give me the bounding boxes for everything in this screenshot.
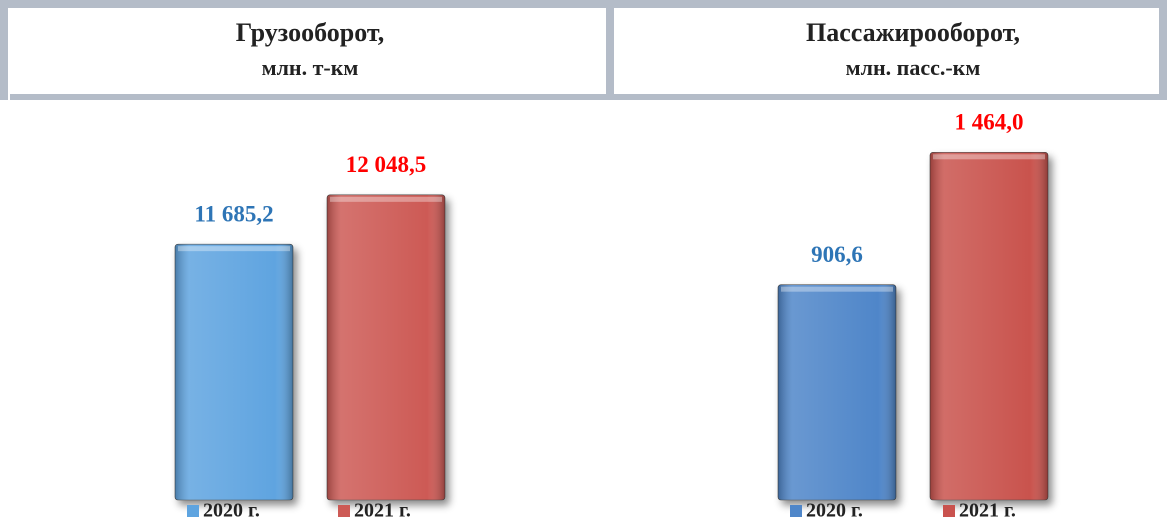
value-label: 1 464,0 [955,110,1024,135]
value-label: 12 048,5 [346,152,427,177]
value-label: 906,6 [811,242,863,267]
header-border [10,94,1160,100]
header-bg [0,0,1167,100]
header-border [0,0,1167,8]
legend-label: 2020 г. [806,500,863,522]
bar-shade [778,284,896,500]
bar-shade [327,194,445,500]
value-label: 11 685,2 [194,201,273,226]
legend-label: 2021 г. [354,500,411,522]
chart-title: Пассажирооборот, [806,18,1020,47]
legend-swatch [187,505,199,517]
chart-title: млн. т-км [262,55,359,80]
legend-swatch [943,505,955,517]
charts: Грузооборот, млн. т-км 11 685,2 2020 г. 12 0… [174,18,1049,522]
bar-bevel [178,246,290,252]
legend-swatch [338,505,350,517]
legend-label: 2021 г. [959,500,1016,522]
chart-title: Грузооборот, [236,18,384,47]
bar-bevel [330,196,442,202]
chart-title: млн. пасс.-км [846,55,981,80]
bar-bevel [933,154,1045,160]
header-border [1159,0,1167,100]
header-divider [606,8,614,100]
bar-shade [930,152,1048,501]
legend-label: 2020 г. [203,500,260,522]
bar-bevel [781,286,893,292]
legend-swatch [790,505,802,517]
header-border [0,0,8,100]
bar-shade [175,244,293,500]
